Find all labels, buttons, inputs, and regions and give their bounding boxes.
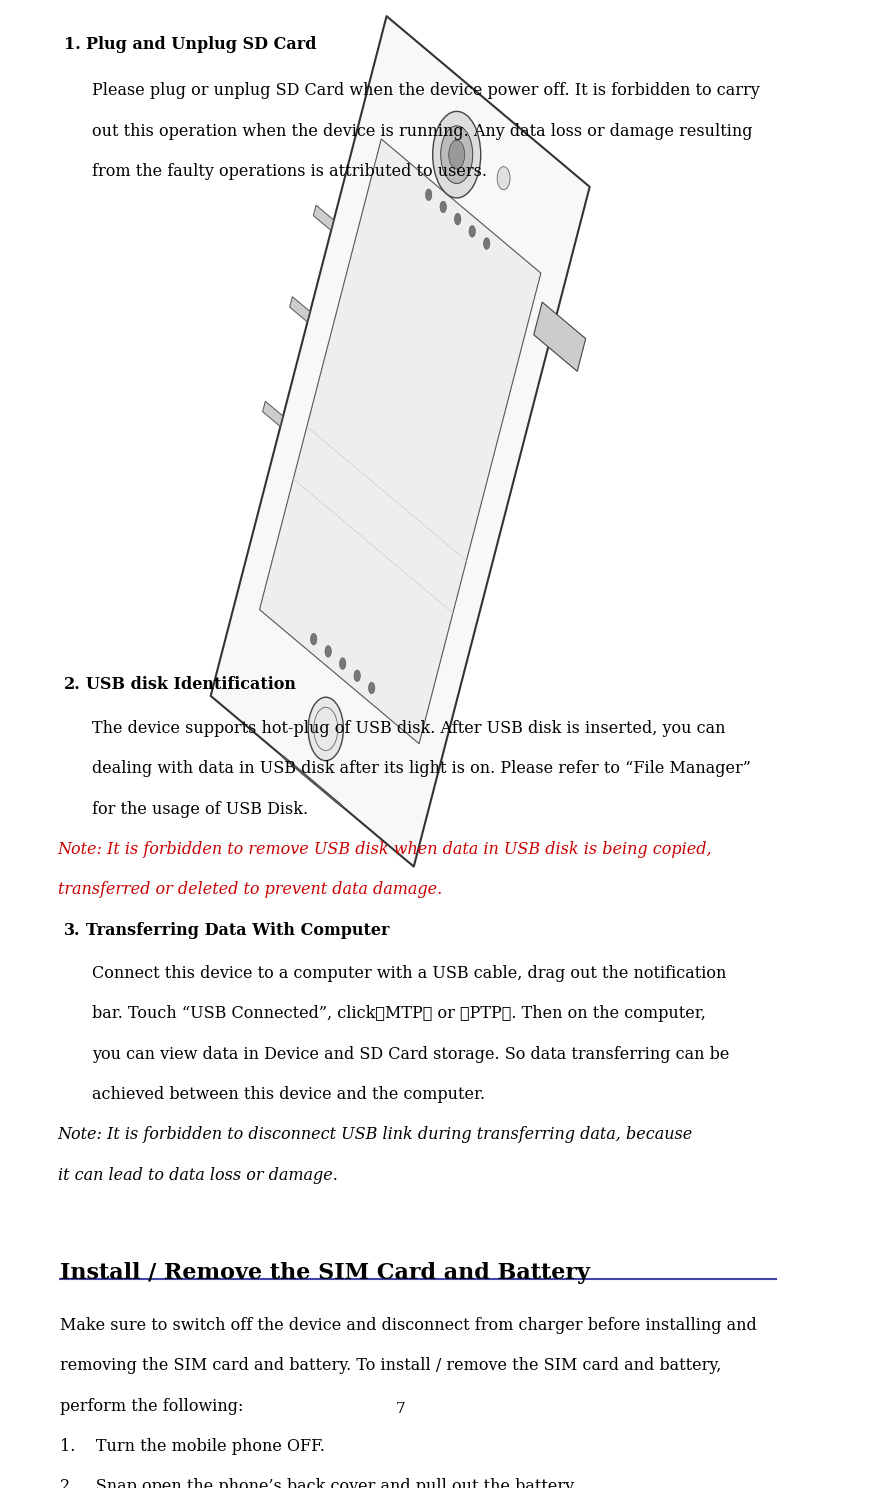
Text: 2.: 2. [64,677,81,693]
Circle shape [454,213,461,225]
Text: 1.: 1. [64,36,81,54]
Polygon shape [262,402,283,426]
Circle shape [308,698,344,760]
Polygon shape [211,16,589,866]
Circle shape [325,646,331,658]
Text: Connect this device to a computer with a USB cable, drag out the notification: Connect this device to a computer with a… [92,964,726,982]
Text: Please plug or unplug SD Card when the device power off. It is forbidden to carr: Please plug or unplug SD Card when the d… [92,82,760,100]
Text: USB disk Identification: USB disk Identification [86,677,296,693]
Circle shape [449,140,465,170]
Circle shape [497,167,510,189]
Polygon shape [260,138,541,744]
Text: Plug and Unplug SD Card: Plug and Unplug SD Card [86,36,317,54]
Circle shape [310,634,317,644]
Text: Transferring Data With Computer: Transferring Data With Computer [86,921,390,939]
Circle shape [426,189,432,201]
Text: it can lead to data loss or damage.: it can lead to data loss or damage. [58,1167,337,1184]
Text: bar. Touch “USB Connected”, click【MTP】 or 【PTP】. Then on the computer,: bar. Touch “USB Connected”, click【MTP】 o… [92,1006,706,1022]
Text: from the faulty operations is attributed to users.: from the faulty operations is attributed… [92,164,487,180]
Text: removing the SIM card and battery. To install / remove the SIM card and battery,: removing the SIM card and battery. To in… [60,1357,721,1375]
Text: out this operation when the device is running. Any data loss or damage resulting: out this operation when the device is ru… [92,122,753,140]
Polygon shape [534,302,586,372]
Circle shape [369,682,375,693]
Text: Install / Remove the SIM Card and Battery: Install / Remove the SIM Card and Batter… [60,1262,590,1284]
Text: 3.: 3. [64,921,80,939]
Text: achieved between this device and the computer.: achieved between this device and the com… [92,1086,485,1103]
Text: The device supports hot-plug of USB disk. After USB disk is inserted, you can: The device supports hot-plug of USB disk… [92,720,726,737]
Text: 2.    Snap open the phone’s back cover and pull out the battery.: 2. Snap open the phone’s back cover and … [60,1479,577,1488]
Text: dealing with data in USB disk after its light is on. Please refer to “File Manag: dealing with data in USB disk after its … [92,760,751,777]
Text: 1.    Turn the mobile phone OFF.: 1. Turn the mobile phone OFF. [60,1437,325,1455]
Circle shape [440,201,446,213]
Text: transferred or deleted to prevent data damage.: transferred or deleted to prevent data d… [58,881,442,899]
Text: Note: It is forbidden to disconnect USB link during transferring data, because: Note: It is forbidden to disconnect USB … [58,1126,693,1143]
Circle shape [440,126,473,183]
Text: perform the following:: perform the following: [60,1397,243,1415]
Circle shape [469,226,475,237]
Text: for the usage of USB Disk.: for the usage of USB Disk. [92,801,308,817]
Circle shape [483,238,490,250]
Text: you can view data in Device and SD Card storage. So data transferring can be: you can view data in Device and SD Card … [92,1046,729,1062]
Text: 7: 7 [395,1402,405,1417]
Polygon shape [313,205,333,231]
Text: Make sure to switch off the device and disconnect from charger before installing: Make sure to switch off the device and d… [60,1317,757,1333]
Circle shape [354,670,360,682]
Polygon shape [290,296,310,321]
Circle shape [339,658,346,670]
Text: Note: It is forbidden to remove USB disk when data in USB disk is being copied,: Note: It is forbidden to remove USB disk… [58,841,712,859]
Circle shape [433,112,480,198]
